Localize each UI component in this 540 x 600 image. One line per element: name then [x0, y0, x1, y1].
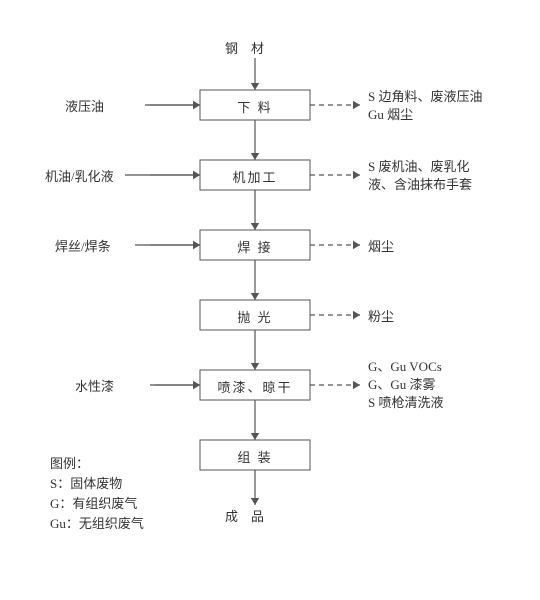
legend-item-0: S：固体废物 — [50, 475, 122, 493]
process-label-polish: 抛 光 — [200, 307, 310, 326]
legend-item-2: Gu：无组织废气 — [50, 515, 144, 533]
process-label-assemble: 组 装 — [200, 447, 310, 466]
output-machine-1: 液、含油抹布手套 — [368, 176, 472, 194]
process-label-machine: 机加工 — [200, 167, 310, 186]
output-cut-0: S 边角料、废液压油 — [368, 88, 482, 106]
output-machine-0: S 废机油、废乳化 — [368, 158, 469, 176]
input-paint: 水性漆 — [75, 378, 114, 396]
process-label-weld: 焊 接 — [200, 237, 310, 256]
output-paint-2: S 喷枪清洗液 — [368, 394, 443, 412]
start-label: 钢 材 — [225, 40, 264, 58]
process-label-cut: 下 料 — [200, 97, 310, 116]
input-weld: 焊丝/焊条 — [55, 238, 111, 256]
input-cut: 液压油 — [65, 98, 104, 116]
output-cut-1: Gu 烟尘 — [368, 106, 413, 124]
output-weld-0: 烟尘 — [368, 238, 394, 256]
legend-item-1: G：有组织废气 — [50, 495, 137, 513]
output-paint-0: G、Gu VOCs — [368, 358, 442, 376]
process-label-paint: 喷漆、晾干 — [200, 377, 310, 396]
output-paint-1: G、Gu 漆雾 — [368, 376, 436, 394]
legend-title: 图例： — [50, 455, 89, 473]
end-label: 成 品 — [225, 508, 264, 526]
input-machine: 机油/乳化液 — [45, 168, 114, 186]
output-polish-0: 粉尘 — [368, 308, 394, 326]
